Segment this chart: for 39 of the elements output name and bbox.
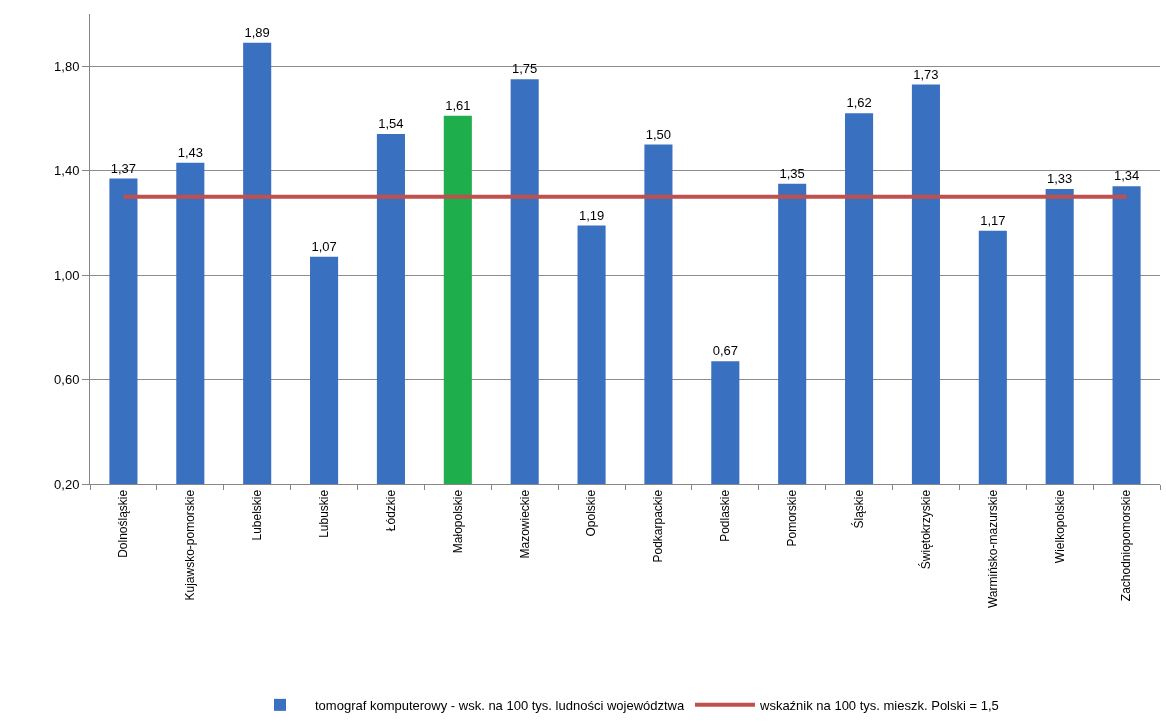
data-label: 1,34 bbox=[1113, 168, 1140, 184]
data-label: 1,37 bbox=[110, 160, 137, 176]
x-tick-label: Pomorskie bbox=[785, 489, 800, 547]
x-tick-label: Dolnośląskie bbox=[116, 489, 131, 558]
x-tick-label: Łódzkie bbox=[383, 489, 398, 532]
x-tick-label: Podlaskie bbox=[718, 489, 733, 542]
data-label: 1,75 bbox=[512, 61, 538, 77]
legend-label: wskaźnik na 100 tys. mieszk. Polski = 1,5 bbox=[758, 697, 999, 713]
data-label: 1,61 bbox=[445, 97, 471, 113]
y-tick-label: 0,60 bbox=[54, 372, 80, 388]
x-tick-label: Lubelskie bbox=[250, 489, 265, 541]
x-tick-label: Opolskie bbox=[584, 489, 599, 537]
x-tick-label: Śląskie bbox=[850, 489, 866, 529]
data-label: 1,54 bbox=[378, 116, 404, 132]
data-label: 1,62 bbox=[846, 95, 872, 111]
data-label: 1,07 bbox=[311, 238, 337, 254]
data-label: 0,67 bbox=[712, 343, 738, 359]
x-tick-label: Mazowieckie bbox=[517, 489, 532, 559]
x-tick-label: Wielkopolskie bbox=[1052, 489, 1067, 564]
data-label: 1,33 bbox=[1047, 170, 1073, 186]
x-tick-label: Kujawsko-pomorskie bbox=[183, 489, 198, 601]
data-label: 1,19 bbox=[578, 207, 605, 223]
x-tick-label: Lubuskie bbox=[316, 489, 331, 538]
data-label: 1,43 bbox=[177, 144, 203, 160]
y-tick-label: 1,80 bbox=[54, 58, 80, 74]
data-label: 1,89 bbox=[244, 24, 270, 40]
x-tick-label: Małopolskie bbox=[450, 489, 465, 554]
y-tick-label: 1,40 bbox=[54, 163, 80, 179]
data-label: 1,35 bbox=[779, 165, 805, 181]
y-tick-label: 0,20 bbox=[54, 476, 80, 492]
data-label: 1,17 bbox=[980, 212, 1006, 228]
data-label: 1,50 bbox=[645, 126, 672, 142]
x-tick-label: Warmińsko-mazurskie bbox=[985, 489, 1000, 609]
legend-label: tomograf komputerowy - wsk. na 100 tys. ludności województwa bbox=[315, 697, 685, 713]
x-tick-label: Podkarpackie bbox=[651, 489, 666, 563]
x-tick-label: Zachodniopomorskie bbox=[1119, 489, 1134, 602]
x-tick-label: Świętokrzyskie bbox=[917, 489, 933, 570]
y-tick-label: 1,00 bbox=[54, 267, 80, 283]
data-label: 1,73 bbox=[913, 66, 939, 82]
